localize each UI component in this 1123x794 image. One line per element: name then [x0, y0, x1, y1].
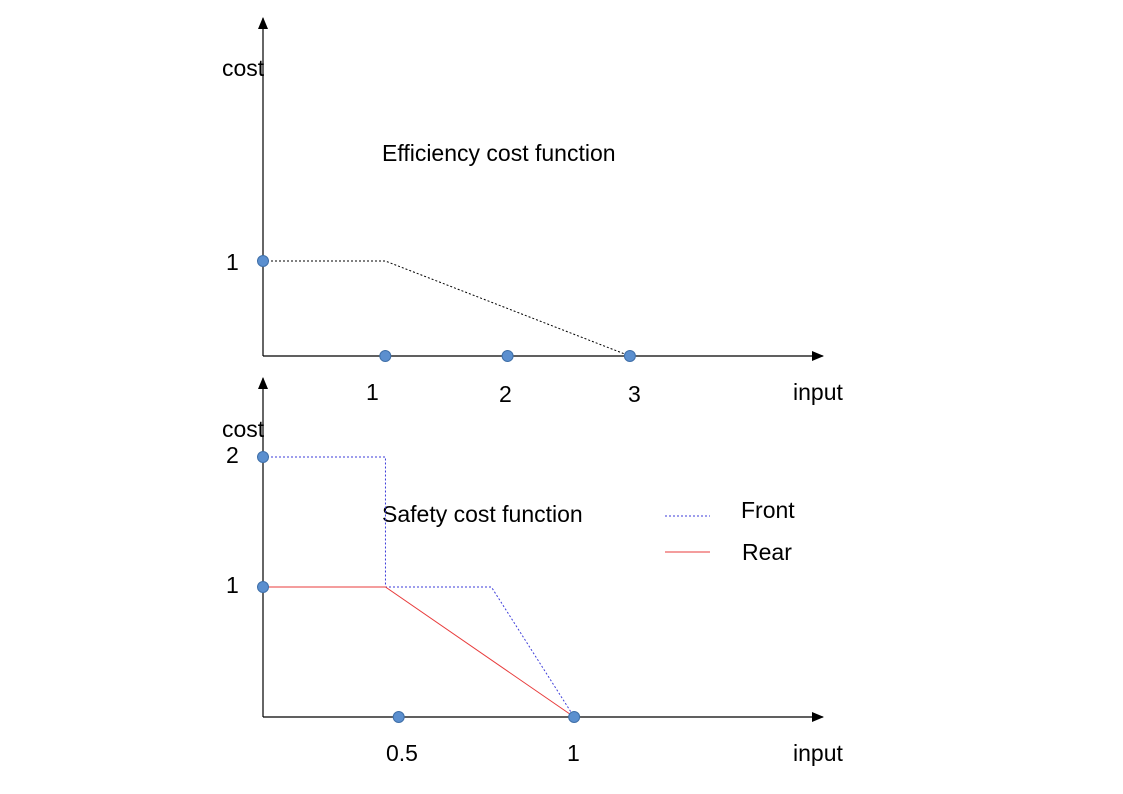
bottom-y-tick-2: 2	[226, 442, 239, 468]
bottom-x-tick-05: 0.5	[386, 740, 418, 766]
bottom-y-tick-1: 1	[226, 572, 239, 598]
legend-front-label: Front	[741, 497, 795, 523]
top-panel: cost input Efficiency cost function 1 1 …	[222, 17, 843, 407]
top-marker-2	[501, 350, 514, 362]
bottom-marker-1	[257, 581, 269, 593]
bottom-marker-2	[392, 711, 405, 723]
bottom-x-tick-1: 1	[567, 740, 580, 766]
top-panel-title: Efficiency cost function	[382, 140, 616, 166]
bottom-markers	[257, 451, 581, 723]
top-x-tick-3: 3	[628, 381, 641, 407]
top-x-tick-1: 1	[366, 379, 379, 405]
top-x-axis-label: input	[793, 379, 843, 405]
bottom-panel: cost input Safety cost function 2 1 0.5 …	[222, 377, 843, 766]
rear-curve	[263, 586, 575, 718]
top-y-tick-1: 1	[226, 249, 239, 275]
legend-rear-label: Rear	[742, 539, 792, 565]
top-marker-3	[623, 350, 636, 362]
bottom-x-axis-label: input	[793, 740, 843, 766]
bottom-marker-3	[568, 711, 581, 723]
bottom-y-axis-label: cost	[222, 416, 265, 442]
top-efficiency-curve	[263, 260, 631, 357]
legend: Front Rear	[665, 497, 795, 565]
top-marker-1	[379, 350, 392, 362]
top-marker-0	[257, 255, 269, 267]
top-markers	[257, 255, 636, 362]
bottom-marker-0	[257, 451, 269, 463]
bottom-panel-title: Safety cost function	[382, 501, 583, 527]
top-x-tick-2: 2	[499, 381, 512, 407]
top-y-axis-label: cost	[222, 55, 265, 81]
